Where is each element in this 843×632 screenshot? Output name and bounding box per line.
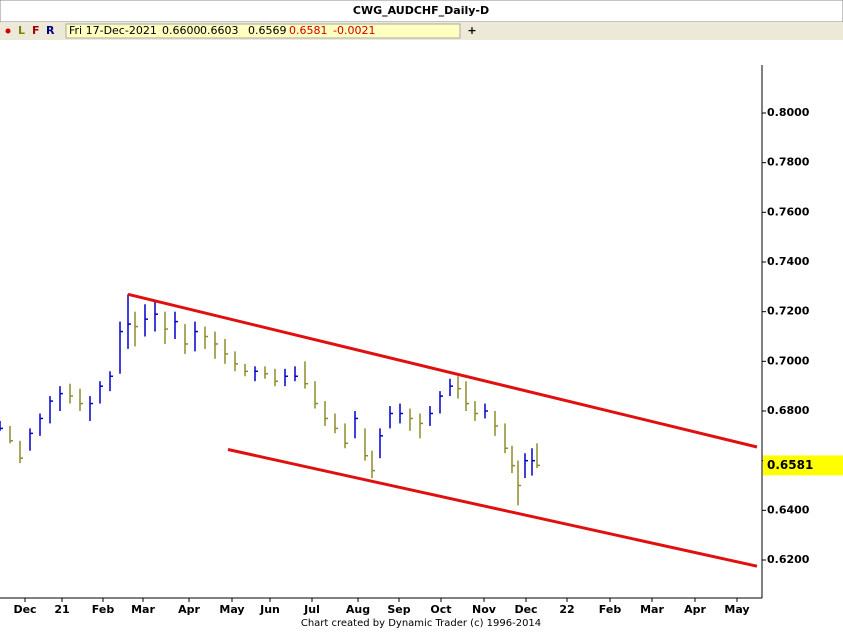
x-tick-label: Mar bbox=[640, 603, 664, 616]
x-tick-label: Feb bbox=[92, 603, 115, 616]
x-tick-label: May bbox=[724, 603, 749, 616]
x-tick-label: 22 bbox=[559, 603, 574, 616]
x-tick-label: Sep bbox=[387, 603, 410, 616]
x-tick-label: Oct bbox=[430, 603, 451, 616]
trendline bbox=[127, 292, 758, 449]
y-tick-label: 0.7200 bbox=[767, 305, 810, 318]
x-tick-label: Apr bbox=[178, 603, 200, 616]
y-tick-label: 0.6200 bbox=[767, 553, 810, 566]
quote-change: -0.0021 bbox=[333, 24, 375, 37]
toolbar-f[interactable]: F bbox=[32, 24, 40, 37]
y-tick-label: 0.6400 bbox=[767, 503, 810, 516]
x-tick-label: Jul bbox=[303, 603, 320, 616]
x-tick-label: Nov bbox=[472, 603, 497, 616]
toolbar-l[interactable]: L bbox=[18, 24, 25, 37]
quote-box bbox=[65, 23, 461, 39]
x-tick-label: Aug bbox=[346, 603, 370, 616]
footer: Chart created by Dynamic Trader (c) 1996… bbox=[301, 618, 541, 629]
last-value-box bbox=[763, 455, 843, 476]
y-tick-label: 0.6800 bbox=[767, 404, 810, 417]
record-dot bbox=[5, 28, 11, 34]
x-tick-label: Dec bbox=[13, 603, 36, 616]
x-tick-label: 21 bbox=[54, 603, 69, 616]
y-tick-label: 0.7400 bbox=[767, 255, 810, 268]
y-tick-label: 0.7600 bbox=[767, 205, 810, 218]
x-tick-label: Dec bbox=[514, 603, 537, 616]
x-tick-label: Mar bbox=[131, 603, 155, 616]
x-tick-label: May bbox=[219, 603, 244, 616]
last-value-label: 0.6581 bbox=[767, 458, 813, 472]
quote-close: 0.6581 bbox=[289, 24, 328, 37]
y-tick-label: 0.7800 bbox=[767, 156, 810, 169]
quote-low: 0.6569 bbox=[248, 24, 287, 37]
x-tick-label: Feb bbox=[599, 603, 622, 616]
chart-title: CWG_AUDCHF_Daily-D bbox=[353, 4, 489, 17]
quote-open: 0.6600 bbox=[162, 24, 201, 37]
quote-high: 0.6603 bbox=[200, 24, 239, 37]
plot-area bbox=[0, 292, 758, 568]
x-tick-label: Jun bbox=[259, 603, 280, 616]
quote-date: Fri 17-Dec-2021 bbox=[69, 24, 157, 37]
y-tick-label: 0.7000 bbox=[767, 354, 810, 367]
toolbar-r[interactable]: R bbox=[46, 24, 55, 37]
x-tick-label: Apr bbox=[684, 603, 706, 616]
trendline bbox=[227, 448, 758, 568]
y-tick-label: 0.8000 bbox=[767, 106, 810, 119]
add-button[interactable]: + bbox=[467, 24, 476, 37]
